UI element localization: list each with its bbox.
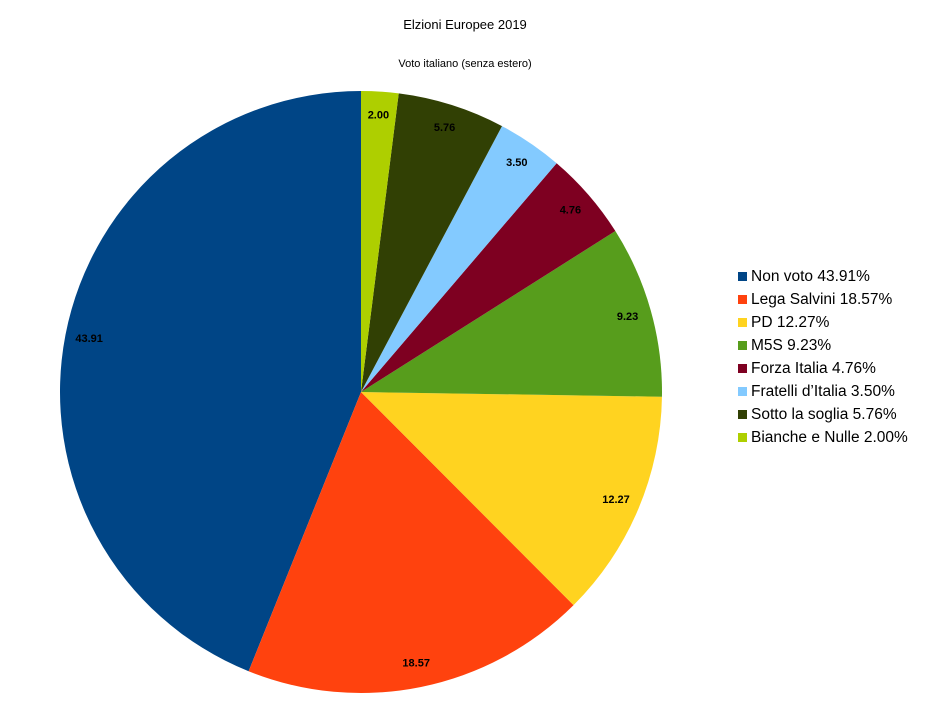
- pie-labels: 43.91 18.57 12.27 9.23 4.76 3.50 5.76 2.00: [75, 109, 638, 669]
- slice-value-label: 12.27: [602, 494, 630, 506]
- legend-swatch: [738, 318, 747, 327]
- legend-label: Forza Italia 4.76%: [751, 360, 876, 377]
- legend-item: Non voto 43.91%: [738, 265, 908, 288]
- pie-slice-6: [361, 93, 503, 393]
- chart-title: Elzioni Europee 2019: [403, 17, 527, 32]
- legend-item: Bianche e Nulle 2.00%: [738, 426, 908, 449]
- legend-item: Fratelli d’Italia 3.50%: [738, 380, 908, 403]
- legend-item: Sotto la soglia 5.76%: [738, 403, 908, 426]
- slice-value-label: 2.00: [368, 109, 389, 121]
- slice-value-label: 43.91: [75, 333, 103, 345]
- legend-label: M5S 9.23%: [751, 337, 832, 354]
- legend-item: PD 12.27%: [738, 311, 908, 334]
- slice-value-label: 18.57: [402, 657, 430, 669]
- pie-slice-3: [361, 231, 662, 397]
- legend-swatch: [738, 272, 747, 281]
- legend: Non voto 43.91% Lega Salvini 18.57% PD 12.…: [738, 265, 908, 449]
- legend-item: M5S 9.23%: [738, 334, 908, 357]
- slice-value-label: 5.76: [434, 122, 455, 134]
- legend-label: Bianche e Nulle 2.00%: [751, 429, 908, 446]
- pie-slice-5: [361, 126, 557, 392]
- pie-slices: [60, 91, 662, 694]
- pie-slice-7: [361, 91, 399, 392]
- legend-swatch: [738, 433, 747, 442]
- pie-slice-2: [361, 392, 662, 606]
- legend-label: Non voto 43.91%: [751, 268, 870, 285]
- legend-swatch: [738, 364, 747, 373]
- legend-swatch: [738, 295, 747, 304]
- legend-item: Forza Italia 4.76%: [738, 357, 908, 380]
- legend-swatch: [738, 387, 747, 396]
- legend-label: Lega Salvini 18.57%: [751, 291, 893, 308]
- legend-label: Sotto la soglia 5.76%: [751, 406, 897, 423]
- slice-value-label: 9.23: [617, 311, 638, 323]
- legend-label: PD 12.27%: [751, 314, 830, 331]
- pie-slice-0: [60, 91, 361, 672]
- legend-label: Fratelli d’Italia 3.50%: [751, 383, 895, 400]
- slice-value-label: 3.50: [506, 157, 527, 169]
- legend-swatch: [738, 410, 747, 419]
- legend-swatch: [738, 341, 747, 350]
- chart-subtitle: Voto italiano (senza estero): [398, 58, 532, 70]
- pie-slice-4: [361, 163, 616, 392]
- legend-item: Lega Salvini 18.57%: [738, 288, 908, 311]
- slice-value-label: 4.76: [560, 205, 581, 217]
- pie-slice-1: [248, 392, 574, 694]
